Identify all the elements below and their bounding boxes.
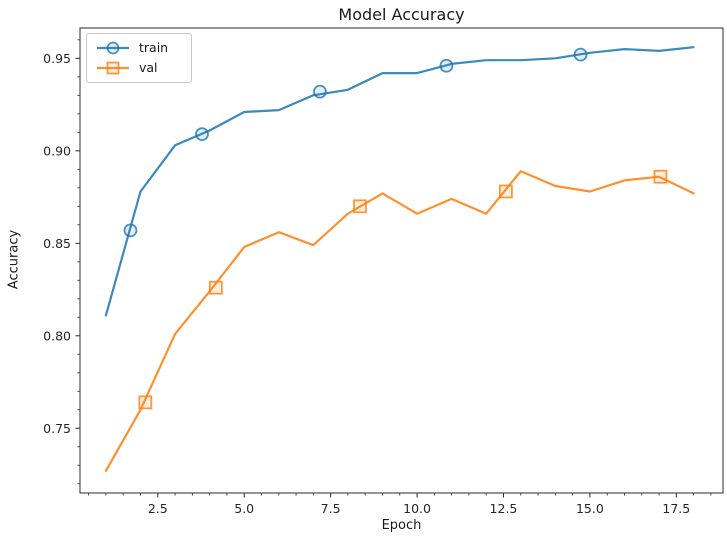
y-tick-label: 0.90	[43, 143, 71, 158]
x-tick-label: 15.0	[576, 501, 604, 516]
train-marker	[439, 58, 454, 73]
val-line	[104, 170, 695, 472]
train-marker	[573, 47, 588, 62]
x-tick-label: 2.5	[148, 501, 168, 516]
train-marker	[313, 84, 327, 99]
val-marker	[499, 184, 513, 199]
y-tick-label: 0.80	[43, 328, 71, 343]
legend-entry-val: val	[89, 58, 189, 78]
x-tick-label: 7.5	[321, 501, 341, 516]
train-legend-swatch-icon	[97, 41, 129, 55]
train-marker	[123, 223, 138, 238]
val-marker	[653, 169, 668, 184]
axes-spines	[79, 27, 724, 494]
train-line	[104, 46, 695, 317]
train-marker	[195, 127, 209, 142]
x-tick-label: 5.0	[234, 501, 254, 516]
chart-title: Model Accuracy	[338, 5, 465, 24]
val-marker	[208, 280, 223, 295]
x-tick-label: 17.5	[662, 501, 690, 516]
legend-label-val: val	[139, 60, 158, 75]
legend: train val	[86, 33, 192, 83]
x-tick-label: 10.0	[403, 501, 431, 516]
legend-label-train: train	[139, 40, 169, 55]
x-axis-label: Epoch	[381, 518, 422, 533]
x-tick-label: 12.5	[490, 501, 518, 516]
val-marker	[138, 395, 153, 410]
y-tick-label: 0.75	[43, 421, 71, 436]
legend-entry-train: train	[89, 38, 189, 58]
val-legend-swatch-icon	[97, 61, 129, 75]
y-tick-label: 0.95	[43, 51, 71, 66]
y-tick-label: 0.85	[43, 236, 71, 251]
val-marker	[353, 199, 367, 214]
